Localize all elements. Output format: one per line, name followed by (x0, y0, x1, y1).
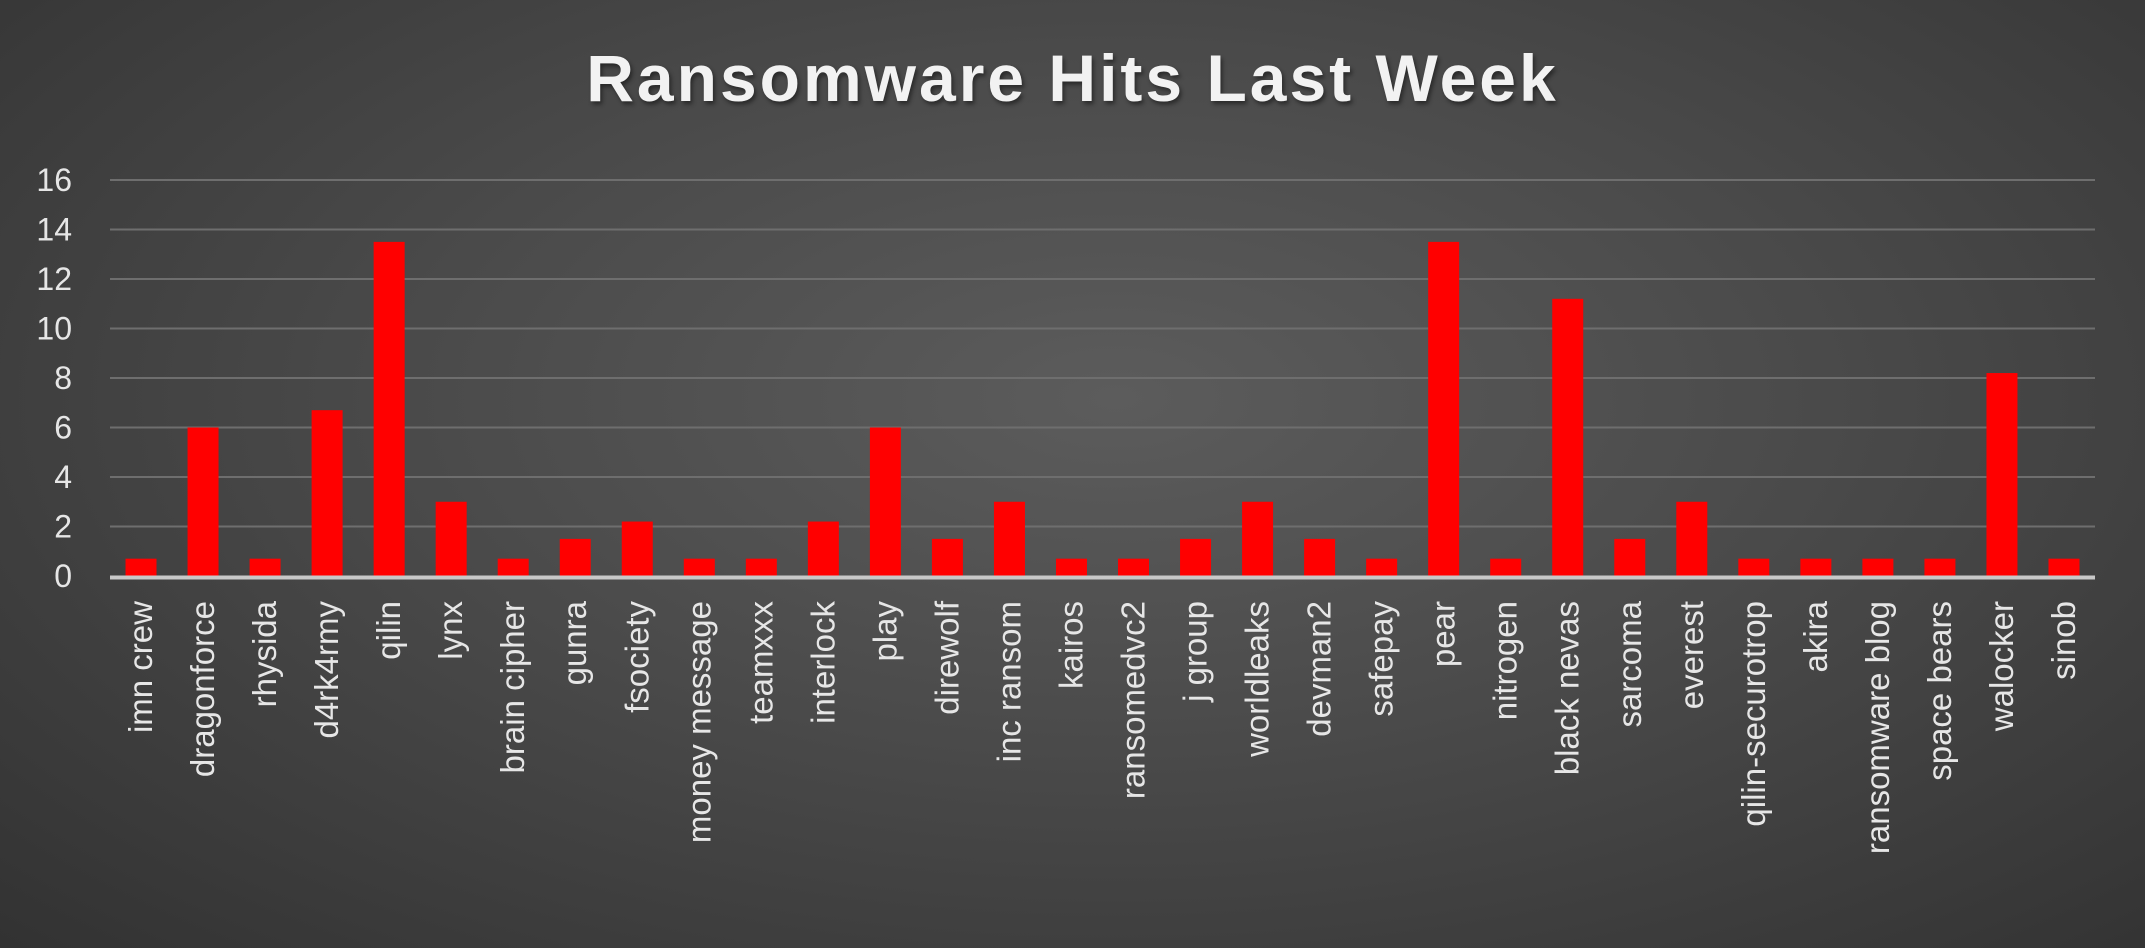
x-axis-ticks: imn crew dragonforce rhysida d4rk4rmy qilin l… (122, 600, 2082, 854)
y-tick-label: 12 (36, 261, 72, 297)
x-tick-label: ransomedvc2 (1115, 601, 1152, 799)
bar (2048, 558, 2080, 576)
bar (249, 558, 281, 576)
x-tick-label: black nevas (1549, 601, 1586, 775)
bar (1118, 558, 1150, 576)
x-tick-label: direwolf (928, 600, 965, 715)
x-tick-label: ransomware blog (1859, 601, 1896, 854)
x-tick-label: qilin (370, 601, 407, 660)
bar (1862, 558, 1894, 576)
x-tick-label: nitrogen (1487, 601, 1524, 720)
x-tick-label: teamxxx (742, 601, 779, 724)
x-tick-label: worldleaks (1239, 601, 1276, 758)
x-tick-label: money message (680, 601, 717, 843)
bar (1304, 538, 1336, 576)
x-tick-label: akira (1797, 600, 1834, 672)
y-tick-label: 2 (54, 509, 72, 545)
bar (1428, 241, 1460, 576)
x-tick-label: brain cipher (494, 601, 531, 773)
bar (1738, 558, 1770, 576)
bar (807, 521, 839, 576)
bar (1552, 298, 1584, 576)
y-tick-label: 6 (54, 410, 72, 446)
x-tick-label: inc ransom (990, 601, 1027, 762)
x-tick-label: play (866, 601, 903, 662)
x-tick-label: safepay (1363, 601, 1400, 717)
x-tick-label: j group (1177, 601, 1214, 703)
gridlines (110, 179, 2095, 528)
x-tick-label: dragonforce (184, 601, 221, 777)
y-tick-label: 8 (54, 360, 72, 396)
bar (125, 558, 157, 576)
x-tick-label: rhysida (246, 600, 283, 707)
y-tick-label: 10 (36, 311, 72, 347)
bar (1676, 501, 1708, 576)
bar (1800, 558, 1832, 576)
bar (435, 501, 467, 576)
bar (621, 521, 653, 576)
y-tick-label: 14 (36, 212, 72, 248)
bar (187, 427, 219, 576)
bar (1490, 558, 1522, 576)
bar (1924, 558, 1956, 576)
bars (125, 241, 2080, 576)
bar (1366, 558, 1398, 576)
bar (1242, 501, 1274, 576)
x-tick-label: sarcoma (1611, 600, 1648, 727)
bar (559, 538, 591, 576)
bar (1614, 538, 1646, 576)
x-tick-label: gunra (556, 600, 593, 685)
bar (869, 427, 901, 576)
x-tick-label: devman2 (1301, 601, 1338, 737)
x-tick-label: qilin-securotrop (1735, 601, 1772, 827)
x-tick-label: pear (1425, 601, 1462, 667)
bar (1055, 558, 1087, 576)
y-tick-label: 0 (54, 558, 72, 594)
x-tick-label: fsociety (618, 601, 655, 713)
y-tick-label: 4 (54, 459, 72, 495)
x-tick-label: everest (1673, 601, 1710, 709)
bar (311, 410, 343, 576)
bar (1986, 373, 2018, 576)
bar (745, 558, 777, 576)
bar (497, 558, 529, 576)
x-tick-label: space bears (1921, 601, 1958, 781)
bar (993, 501, 1025, 576)
bar (683, 558, 715, 576)
y-tick-label: 16 (36, 162, 72, 198)
x-tick-label: d4rk4rmy (308, 601, 345, 739)
bar (373, 241, 405, 576)
y-axis-ticks: 0 2 4 6 8 10 12 14 16 (36, 162, 72, 594)
x-tick-label: lynx (432, 601, 469, 660)
x-tick-label: kairos (1052, 601, 1089, 689)
x-tick-label: walocker (1983, 601, 2020, 732)
bar (1180, 538, 1212, 576)
chart-title: Ransomware Hits Last Week (586, 41, 1559, 115)
x-tick-label: interlock (804, 601, 841, 724)
x-tick-label: sinob (2045, 601, 2082, 680)
bar (931, 538, 963, 576)
x-tick-label: imn crew (122, 601, 159, 733)
